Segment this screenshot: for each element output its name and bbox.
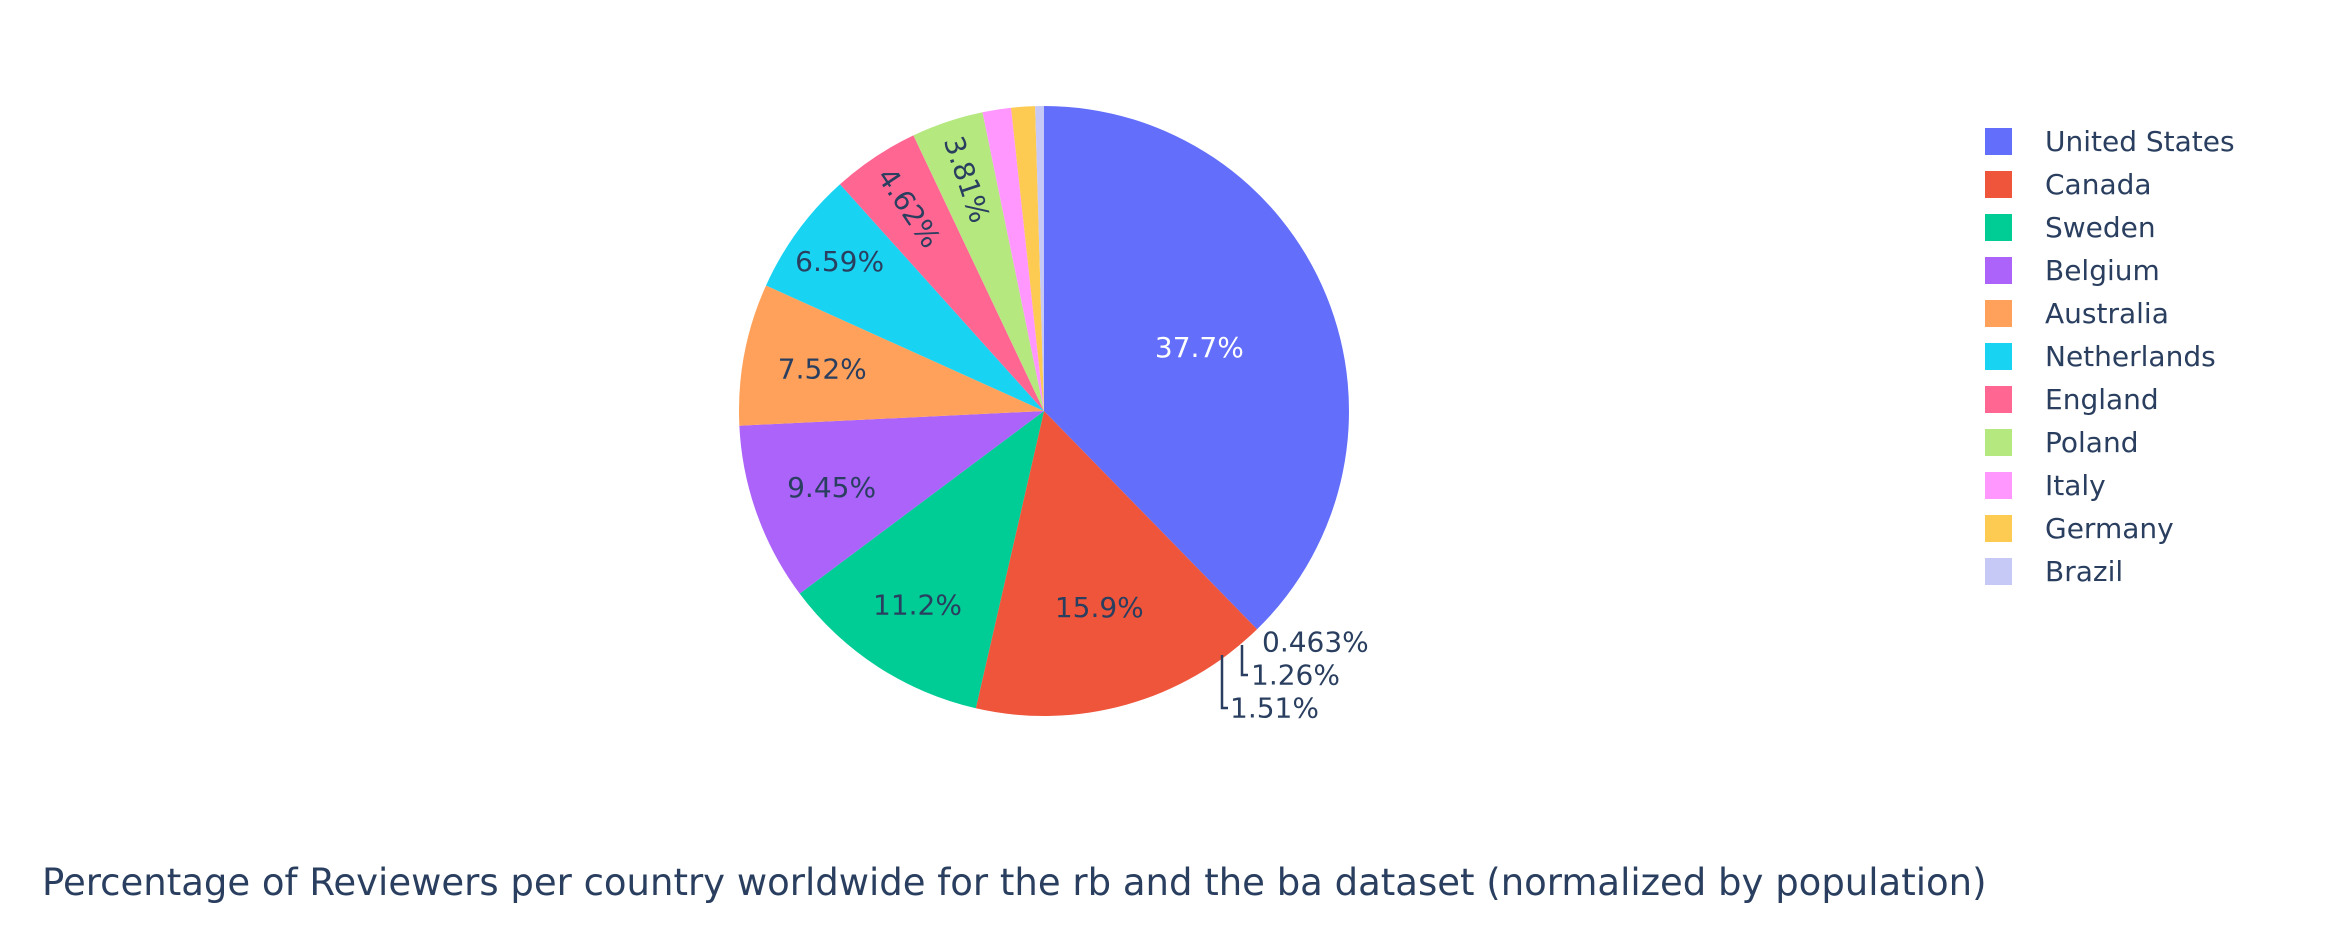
legend: United States Canada Sweden Belgium Australi… [1985, 120, 2235, 593]
legend-label: Canada [2045, 168, 2152, 201]
legend-item-poland[interactable]: Poland [1985, 421, 2235, 464]
legend-item-italy[interactable]: Italy [1985, 464, 2235, 507]
legend-swatch [1985, 386, 2012, 413]
legend-item-united-states[interactable]: United States [1985, 120, 2235, 163]
pie-slice-netherlands[interactable] [766, 184, 1044, 411]
legend-label: Poland [2045, 426, 2139, 459]
pie-slice-united-states[interactable] [1044, 106, 1350, 630]
legend-item-canada[interactable]: Canada [1985, 163, 2235, 206]
pie-slices [739, 106, 1350, 716]
legend-item-netherlands[interactable]: Netherlands [1985, 335, 2235, 378]
legend-item-australia[interactable]: Australia [1985, 292, 2235, 335]
leader-line-italy [1220, 655, 1228, 710]
slice-label-canada: 15.9% [1055, 591, 1144, 624]
legend-label: Australia [2045, 297, 2169, 330]
legend-swatch [1985, 472, 2012, 499]
legend-swatch [1985, 429, 2012, 456]
legend-label: Brazil [2045, 555, 2124, 588]
legend-item-brazil[interactable]: Brazil [1985, 550, 2235, 593]
legend-swatch [1985, 300, 2012, 327]
legend-label: Sweden [2045, 211, 2156, 244]
slice-label-germany: 1.26% [1251, 659, 1340, 692]
legend-swatch [1985, 171, 2012, 198]
slice-label-sweden: 11.2% [873, 589, 962, 622]
pie-slice-poland[interactable] [913, 112, 1044, 411]
legend-item-germany[interactable]: Germany [1985, 507, 2235, 550]
pie-slice-brazil[interactable] [1035, 106, 1044, 411]
leader-line-germany [1240, 645, 1248, 677]
legend-label: United States [2045, 125, 2235, 158]
pie-slice-italy[interactable] [982, 107, 1044, 412]
legend-label: Belgium [2045, 254, 2160, 287]
legend-item-belgium[interactable]: Belgium [1985, 249, 2235, 292]
slice-label-netherlands: 6.59% [795, 245, 884, 278]
legend-swatch [1985, 257, 2012, 284]
legend-label: Germany [2045, 512, 2174, 545]
legend-swatch [1985, 515, 2012, 542]
pie-slice-germany[interactable] [1011, 106, 1044, 411]
pie-slice-sweden[interactable] [799, 411, 1044, 709]
legend-swatch [1985, 343, 2012, 370]
label-leader-lines [1220, 645, 1248, 710]
legend-label: Italy [2045, 469, 2106, 502]
slice-label-australia: 7.52% [778, 352, 867, 385]
slice-label-united-states: 37.7% [1155, 331, 1244, 364]
legend-label: Netherlands [2045, 340, 2216, 373]
legend-item-sweden[interactable]: Sweden [1985, 206, 2235, 249]
slice-label-belgium: 9.45% [787, 471, 876, 504]
legend-swatch [1985, 214, 2012, 241]
slice-label-italy: 1.51% [1230, 692, 1319, 725]
legend-label: England [2045, 383, 2159, 416]
slice-label-brazil: 0.463% [1262, 626, 1369, 659]
pie-slice-england[interactable] [840, 135, 1044, 411]
legend-swatch [1985, 128, 2012, 155]
legend-item-england[interactable]: England [1985, 378, 2235, 421]
legend-swatch [1985, 558, 2012, 585]
chart-title: Percentage of Reviewers per country worl… [42, 861, 1987, 904]
pie-slice-belgium[interactable] [739, 411, 1044, 594]
pie-slice-canada[interactable] [975, 411, 1258, 716]
pie-slice-australia[interactable] [739, 285, 1044, 426]
